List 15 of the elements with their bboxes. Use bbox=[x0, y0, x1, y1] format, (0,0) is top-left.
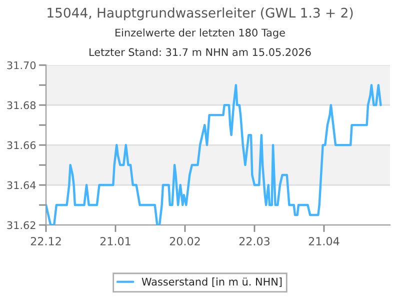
y-tick-label: 31.66 bbox=[7, 141, 36, 150]
line-series bbox=[46, 84, 382, 225]
x-tick-label: 22.03 bbox=[239, 237, 270, 246]
text: Letzter Stand: 31.7 m NHN am 15.05.2026 bbox=[90, 48, 311, 56]
y-tick-label: 31.64 bbox=[7, 181, 36, 190]
x-tick-label: 21.01 bbox=[100, 237, 130, 246]
chart-title: 15044, Hauptgrundwasserleiter (GWL 1.3 + 2) bbox=[48, 8, 353, 20]
legend-label: Wasserstand [in m ü. NHN] bbox=[142, 278, 282, 287]
chart-subtitle: Einzelwerte der letzten 180 Tage bbox=[116, 28, 285, 39]
x-tick-label: 22.12 bbox=[30, 237, 61, 246]
y-tick-label: 31.68 bbox=[7, 101, 36, 110]
y-tick-label: 31.62 bbox=[7, 221, 36, 230]
x-tick-label: 21.04 bbox=[308, 237, 340, 246]
text: 31.70 bbox=[7, 61, 36, 70]
x-tick-label: 20.02 bbox=[170, 237, 200, 246]
